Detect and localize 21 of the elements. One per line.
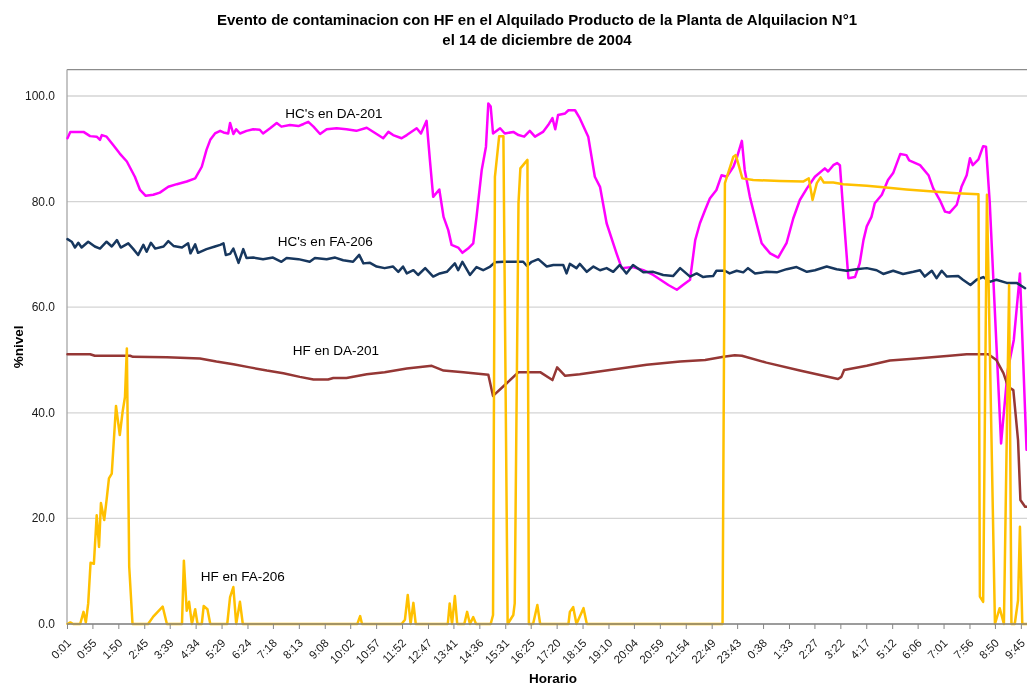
- series-label: HF en FA-206: [200, 568, 285, 584]
- series-label: HC's en DA-201: [285, 105, 383, 121]
- line-series: [66, 102, 1027, 452]
- x-axis-title: Horario: [528, 671, 578, 686]
- y-tick-label: 40.0: [31, 405, 56, 420]
- y-tick-label: 80.0: [31, 194, 56, 209]
- x-tick-label: 0:01: [48, 636, 74, 662]
- y-tick-label: 60.0: [31, 300, 56, 315]
- x-tick-label: 4:34: [177, 636, 203, 662]
- y-axis-title: %nivel: [10, 325, 26, 369]
- y-tick-label: 0.0: [38, 617, 56, 631]
- x-tick-label: 7:56: [951, 636, 976, 662]
- x-tick-label: 7:01: [925, 636, 950, 662]
- y-tick-label: 100.0: [24, 89, 56, 103]
- series-label: HF en DA-201: [292, 342, 379, 358]
- chart-title: Evento de contaminacion con HF en el Alquilado Producto de la Planta de Alquilacion N°1 el 14 de diciembre de 2004: [217, 11, 857, 48]
- y-tick-label: 20.0: [31, 511, 56, 526]
- x-tick-label: 4:17: [848, 636, 873, 662]
- series-label: HC's en FA-206: [277, 233, 373, 249]
- line-series: [66, 237, 1027, 290]
- x-tick-label: 7:18: [254, 636, 280, 662]
